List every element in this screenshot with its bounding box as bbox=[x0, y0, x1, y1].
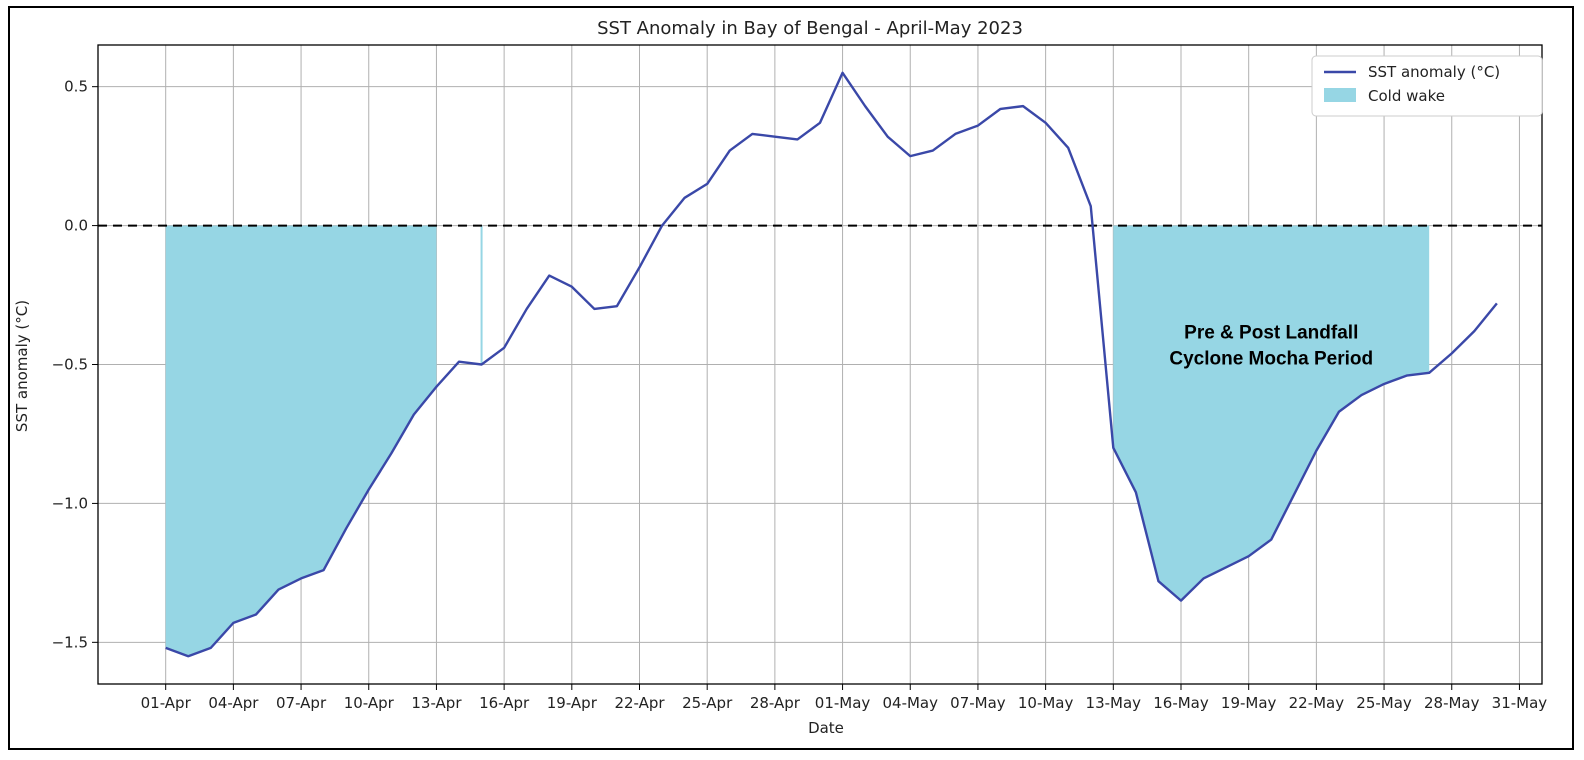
chart-title: SST Anomaly in Bay of Bengal - April-May… bbox=[597, 18, 1023, 39]
y-axis-label: SST anomaly (°C) bbox=[13, 300, 31, 432]
annotation-line-2: Cyclone Mocha Period bbox=[1169, 349, 1373, 370]
x-axis-label: Date bbox=[808, 719, 844, 737]
x-tick-label-12: 07-May bbox=[950, 694, 1006, 712]
x-axis-ticks: 01-Apr 04-Apr 07-Apr 10-Apr 13-Apr 16-Apr 19-A… bbox=[141, 684, 1548, 712]
cold-wake-fills bbox=[165, 225, 1430, 657]
x-tick-label-16: 19-May bbox=[1221, 694, 1277, 712]
y-tick-label-0: −1.5 bbox=[52, 633, 88, 651]
y-axis-ticks: −1.5 −1.0 −0.5 0.0 0.5 bbox=[52, 78, 98, 651]
x-tick-label-20: 31-May bbox=[1492, 694, 1548, 712]
legend-label-cold-wake: Cold wake bbox=[1368, 87, 1445, 105]
x-tick-label-2: 07-Apr bbox=[276, 694, 327, 712]
legend-label-sst-anomaly: SST anomaly (°C) bbox=[1368, 63, 1500, 81]
x-tick-label-9: 28-Apr bbox=[750, 694, 801, 712]
y-tick-label-4: 0.5 bbox=[64, 78, 88, 96]
legend-fill-swatch bbox=[1324, 88, 1356, 102]
cold-wake-fill-0 bbox=[165, 225, 437, 657]
x-tick-label-10: 01-May bbox=[815, 694, 871, 712]
y-tick-label-3: 0.0 bbox=[64, 217, 88, 235]
annotation-line-1: Pre & Post Landfall bbox=[1184, 323, 1358, 344]
y-tick-label-1: −1.0 bbox=[52, 494, 88, 512]
x-tick-label-14: 13-May bbox=[1086, 694, 1142, 712]
x-tick-label-8: 25-Apr bbox=[682, 694, 733, 712]
x-tick-label-0: 01-Apr bbox=[141, 694, 192, 712]
legend-box bbox=[1311, 55, 1543, 117]
x-tick-label-18: 25-May bbox=[1356, 694, 1412, 712]
y-tick-label-2: −0.5 bbox=[52, 356, 88, 374]
x-tick-label-1: 04-Apr bbox=[208, 694, 259, 712]
x-tick-label-3: 10-Apr bbox=[344, 694, 395, 712]
chart-legend: SST anomaly (°C) Cold wake bbox=[1311, 55, 1543, 117]
x-tick-label-5: 16-Apr bbox=[479, 694, 530, 712]
x-tick-label-11: 04-May bbox=[882, 694, 938, 712]
x-tick-label-17: 22-May bbox=[1289, 694, 1345, 712]
x-tick-label-6: 19-Apr bbox=[547, 694, 598, 712]
x-tick-label-7: 22-Apr bbox=[614, 694, 665, 712]
x-tick-label-19: 28-May bbox=[1424, 694, 1480, 712]
x-tick-label-4: 13-Apr bbox=[411, 694, 462, 712]
sst-anomaly-line bbox=[165, 71, 1498, 658]
cyclone-mocha-annotation: Pre & Post Landfall Cyclone Mocha Period bbox=[1169, 323, 1373, 370]
cold-wake-fill-2 bbox=[1113, 225, 1430, 601]
x-tick-label-13: 10-May bbox=[1018, 694, 1074, 712]
x-tick-label-15: 16-May bbox=[1153, 694, 1209, 712]
